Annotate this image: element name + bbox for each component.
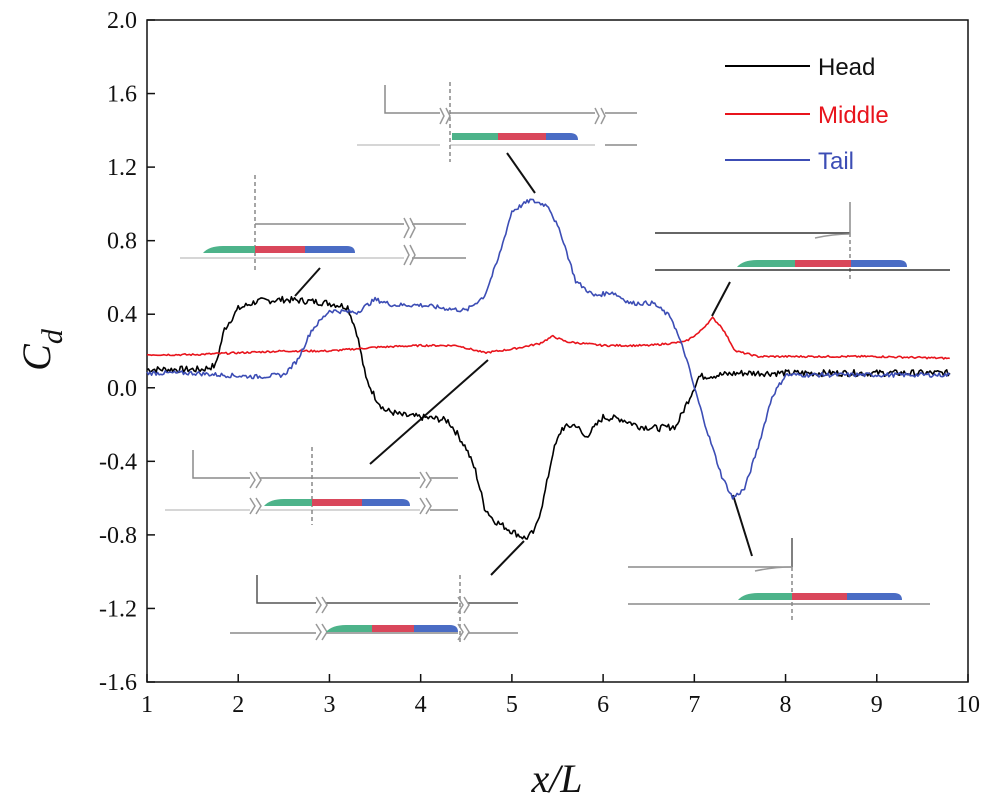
y-axis-label: C [14,343,59,371]
x-tick-label: 4 [415,692,427,718]
inset-schematic-left-upper [180,175,466,270]
inset-diagrams [165,82,950,645]
series-line-middle [146,316,950,360]
x-axis-label: x/L [530,756,582,800]
x-tick-label: 3 [323,692,335,718]
x-tick-label: 1 [141,692,153,718]
leader-line-right-upper [711,281,731,317]
svg-text:Cd: Cd [14,328,69,371]
leader-line-left-upper [294,267,321,297]
y-axis-ticks: -1.6 -1.2 -0.8 -0.4 0.0 0.4 0.8 1.2 1.6 2.0 [99,8,155,696]
y-tick-label: 0.0 [107,376,137,402]
legend-item-middle: Middle [725,102,889,129]
plot-frame [146,19,969,683]
legend-label-middle: Middle [818,102,889,129]
legend: Head Middle Tail [725,54,889,175]
y-tick-label: 0.8 [107,229,137,255]
inset-schematic-right-lower [628,538,930,622]
inset-schematic-left-lower [165,447,458,525]
y-axis-label-group: Cd [14,328,69,371]
x-tick-label: 10 [956,692,980,718]
leader-line-top [506,152,536,194]
legend-label-tail: Tail [818,148,854,175]
series-line-tail [146,198,951,500]
y-tick-label: 0.4 [107,302,137,328]
y-tick-label: 1.2 [107,155,137,181]
leader-lines [294,152,753,576]
leader-line-bottom [490,540,525,576]
x-tick-label: 5 [506,692,518,718]
legend-label-head: Head [818,54,875,81]
legend-item-head: Head [725,54,875,81]
y-tick-label: -1.6 [99,670,137,696]
legend-item-tail: Tail [725,148,854,175]
series-line-head [146,295,951,540]
inset-schematic-top [357,82,637,162]
leader-line-left-lower [369,359,489,465]
inset-schematic-right-upper [655,202,950,280]
y-tick-label: 1.6 [107,82,137,108]
leader-line-right-lower [732,494,753,557]
y-tick-label: 2.0 [107,8,137,34]
x-axis-ticks: 1 2 3 4 5 6 7 8 9 10 [141,674,980,718]
x-tick-label: 8 [780,692,792,718]
y-tick-label: -1.2 [99,596,137,622]
y-tick-label: -0.8 [99,523,137,549]
x-tick-label: 6 [597,692,609,718]
x-tick-label: 7 [688,692,700,718]
y-tick-label: -0.4 [99,449,137,475]
x-tick-label: 2 [232,692,244,718]
inset-schematic-bottom [230,575,518,645]
y-axis-label-subscript: d [36,328,69,344]
series-lines [146,198,951,540]
x-tick-label: 9 [871,692,883,718]
